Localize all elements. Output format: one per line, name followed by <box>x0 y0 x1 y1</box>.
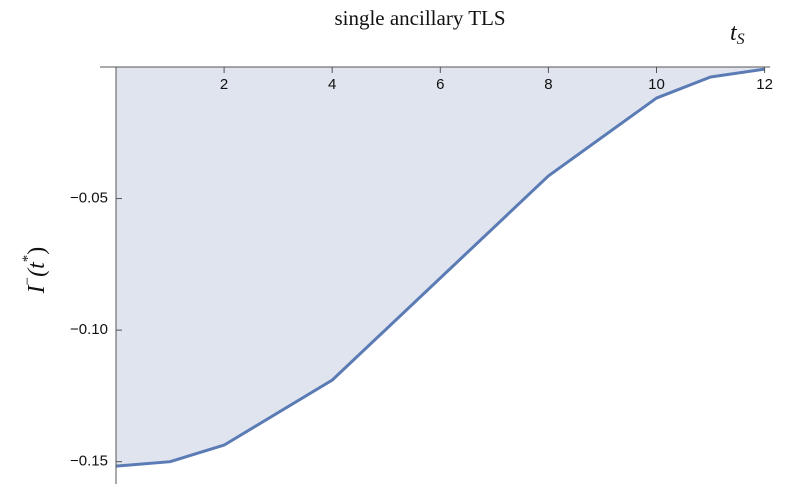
y-tick-label: −0.15 <box>70 453 108 470</box>
area-fill <box>116 67 765 467</box>
x-label-base: t <box>730 20 738 46</box>
x-axis-label: tS <box>730 20 745 48</box>
y-label-part: * <box>20 255 36 263</box>
x-tick-label: 10 <box>648 76 665 93</box>
x-tick-label: 8 <box>544 76 552 93</box>
y-label-part: ) <box>24 247 50 255</box>
y-label-part: − <box>20 277 36 285</box>
y-tick-label: −0.10 <box>70 321 108 338</box>
x-label-sub: S <box>737 31 745 48</box>
chart-title: single ancillary TLS <box>334 6 505 30</box>
y-label-part: (t <box>24 261 50 277</box>
line <box>115 67 765 468</box>
y-tick-label: −0.05 <box>70 190 108 207</box>
x-tick-label: 4 <box>328 76 336 93</box>
x-tick-label: 6 <box>436 76 444 93</box>
x-tick-label: 2 <box>220 76 228 93</box>
y-axis-label: I−(t*) <box>20 247 49 295</box>
y-label-part: I <box>24 284 50 294</box>
x-tick-label: 12 <box>756 76 773 93</box>
